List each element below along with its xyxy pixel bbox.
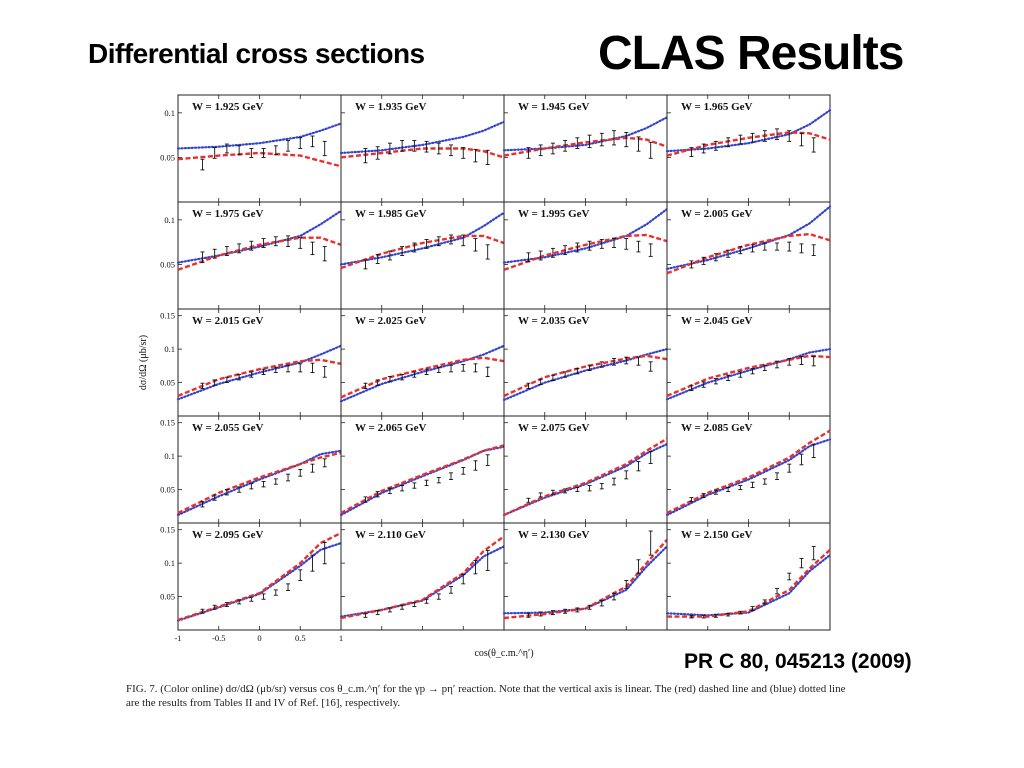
panel-frame xyxy=(503,415,668,524)
slide-subtitle: Differential cross sections xyxy=(88,38,425,69)
panel-label: W = 1.925 GeV xyxy=(192,101,264,113)
panel-label: W = 2.075 GeV xyxy=(518,422,590,434)
red-dashed-curve xyxy=(666,429,831,515)
red-dashed-curve xyxy=(503,437,668,517)
panel-label: W = 2.045 GeV xyxy=(681,315,753,327)
y-tick-label: 0.05 xyxy=(160,152,175,162)
y-tick-label: 0.1 xyxy=(164,451,175,461)
red-dashed-curve xyxy=(667,548,831,618)
y-tick-label: 0.15 xyxy=(160,311,175,321)
blue-dotted-curve xyxy=(665,109,832,153)
x-axis-title: cos(θ_c.m.^η′) xyxy=(474,648,533,659)
blue-dotted-curve xyxy=(665,553,832,617)
panel-frame xyxy=(340,94,505,203)
y-tick-label: 0.05 xyxy=(160,592,175,602)
y-tick-label: 0.15 xyxy=(160,418,175,428)
blue-dotted-curve xyxy=(502,545,669,615)
blue-dotted-curve xyxy=(502,208,669,264)
panel-label: W = 1.945 GeV xyxy=(518,101,590,113)
red-dashed-curve xyxy=(503,233,668,271)
panel-label: W = 1.935 GeV xyxy=(355,101,427,113)
blue-dotted-curve xyxy=(665,205,832,270)
x-tick-label: 0 xyxy=(257,633,261,643)
blue-dotted-curve xyxy=(339,120,506,155)
panel-label: W = 2.085 GeV xyxy=(681,422,753,434)
blue-dotted-curve xyxy=(176,344,343,401)
red-dashed-curve xyxy=(340,147,505,159)
red-dashed-curve xyxy=(177,358,342,398)
blue-dotted-curve xyxy=(339,344,506,403)
red-dashed-curve xyxy=(177,451,342,515)
panel-label: W = 2.065 GeV xyxy=(355,422,427,434)
x-tick-label: -0.5 xyxy=(212,633,225,643)
panel-frame xyxy=(340,415,505,524)
panel-frame xyxy=(666,201,831,310)
red-dashed-curve xyxy=(666,354,831,398)
reference-citation: PR C 80, 045213 (2009) xyxy=(684,650,912,673)
red-dashed-curve xyxy=(503,136,668,157)
panel-frame xyxy=(340,308,505,417)
red-dashed-curve xyxy=(340,535,505,620)
x-tick-label: 0.5 xyxy=(295,633,306,643)
panel-frame xyxy=(503,201,668,310)
panel-label: W = 2.015 GeV xyxy=(192,315,264,327)
y-tick-label: 0.1 xyxy=(164,344,175,354)
blue-dotted-curve xyxy=(176,122,343,150)
x-tick-label: 1 xyxy=(339,633,343,643)
red-dashed-curve xyxy=(340,444,505,515)
panel-label: W = 1.995 GeV xyxy=(518,208,590,220)
blue-dotted-curve xyxy=(665,438,832,517)
y-tick-label: 0.15 xyxy=(160,525,175,535)
blue-dotted-curve xyxy=(176,541,343,622)
y-tick-label: 0.05 xyxy=(160,378,175,388)
red-dashed-curve xyxy=(340,234,505,270)
y-axis-title: dσ/dΩ (μb/sr) xyxy=(138,335,149,390)
red-dashed-curve xyxy=(177,531,342,622)
x-tick-label: -1 xyxy=(174,633,181,643)
panel-label: W = 2.005 GeV xyxy=(681,208,753,220)
red-dashed-curve xyxy=(340,356,505,399)
panel-frame xyxy=(666,308,831,417)
y-tick-label: 0.05 xyxy=(160,485,175,495)
red-dashed-curve xyxy=(503,354,668,397)
blue-dotted-curve xyxy=(339,211,506,266)
panel-label: W = 1.965 GeV xyxy=(681,101,753,113)
red-dashed-curve xyxy=(177,151,342,168)
y-tick-label: 0.1 xyxy=(164,558,175,568)
slide-title: CLAS Results xyxy=(598,27,904,80)
red-dashed-curve xyxy=(177,236,342,271)
panel-label: W = 2.095 GeV xyxy=(192,529,264,541)
panel-label: W = 1.975 GeV xyxy=(192,208,264,220)
panel-label: W = 1.985 GeV xyxy=(355,208,427,220)
panel-label: W = 2.055 GeV xyxy=(192,422,264,434)
red-dashed-curve xyxy=(666,232,831,275)
blue-dotted-curve xyxy=(502,348,669,401)
panel-frame xyxy=(177,415,342,524)
figure-caption: FIG. 7. (Color online) dσ/dΩ (μb/sr) ver… xyxy=(126,683,846,709)
panel-label: W = 2.025 GeV xyxy=(355,315,427,327)
blue-dotted-curve xyxy=(176,449,343,517)
y-tick-label: 0.1 xyxy=(164,215,175,225)
panel-label: W = 2.110 GeV xyxy=(355,529,426,541)
y-tick-label: 0.1 xyxy=(164,108,175,118)
red-dashed-curve xyxy=(503,538,668,620)
panel-frame xyxy=(666,415,831,524)
panel-label: W = 2.130 GeV xyxy=(518,529,590,541)
panel-label: W = 2.035 GeV xyxy=(518,315,590,327)
y-tick-label: 0.05 xyxy=(160,259,175,269)
panel-label: W = 2.150 GeV xyxy=(681,529,753,541)
